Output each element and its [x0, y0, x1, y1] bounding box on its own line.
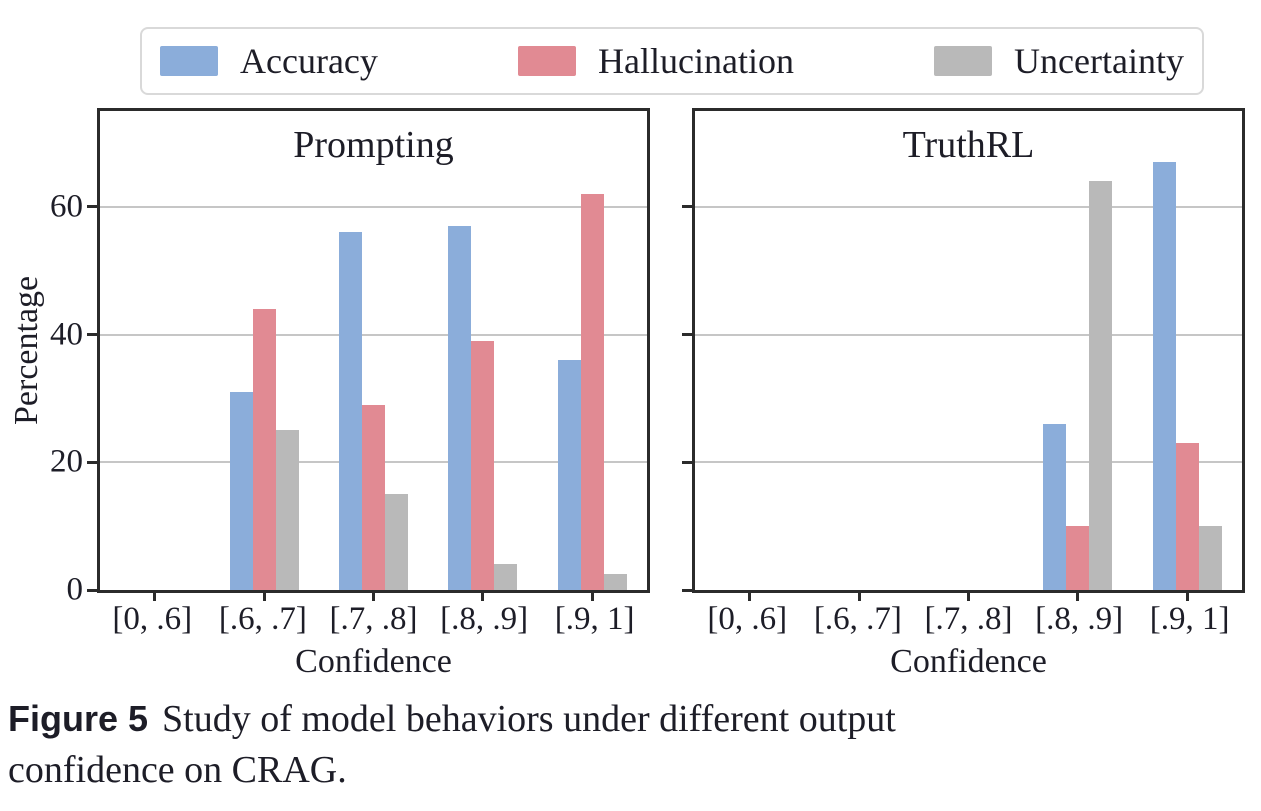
panel-truthrl: TruthRL [0, .6] [.6, .7] [.7, .8] [.8, .9][… [682, 108, 1245, 681]
x-tick-label-2: [.7, .8] [329, 601, 418, 637]
caption-text-line-1: Study of model behaviors under different… [162, 698, 896, 740]
legend-item-hallucination: Hallucination [518, 43, 794, 79]
x-axis-label: Confidence [890, 643, 1047, 681]
panel-prompting: Prompting 0 20 40 60 [0, .6] [.6, .7] [.7, .8… [50, 108, 650, 681]
bar-group-3 [428, 111, 537, 590]
x-tick-mark-3 [1076, 590, 1080, 601]
x-tick-label-0: [0, .6] [707, 601, 788, 637]
panel-title: TruthRL [902, 124, 1035, 166]
y-tick-label-20: 20 [50, 443, 83, 480]
x-tick-mark-1 [262, 590, 266, 601]
bar-accuracy [1152, 162, 1176, 590]
figure-caption: Figure 5 Study of model behaviors under d… [8, 694, 1258, 796]
caption-line-2: confidence on CRAG. [8, 748, 347, 791]
bar-groups [695, 111, 1242, 590]
x-tick-mark-4 [590, 590, 594, 601]
caption-line-1: Figure 5 Study of model behaviors under d… [8, 694, 1258, 745]
x-tick-row: [0, .6] [.6, .7] [.7, .8] [.8, .9] [.9, 1] [692, 601, 1245, 637]
gridline-40 [100, 333, 647, 336]
bar-accuracy [557, 360, 581, 590]
y-tick-label-0: 0 [66, 571, 84, 608]
x-tick-mark-4 [1185, 590, 1189, 601]
bar-hallucination [1066, 526, 1090, 590]
bar-hallucination [252, 309, 276, 590]
x-tick-mark-2 [372, 590, 375, 601]
legend-swatch-uncertainty [934, 46, 993, 76]
bar-group-1 [804, 111, 913, 590]
bar-accuracy [1043, 423, 1067, 590]
panel-title: Prompting [293, 124, 454, 166]
legend-item-accuracy: Accuracy [160, 43, 378, 79]
bar-group-0 [695, 111, 804, 590]
legend-swatch-accuracy [160, 46, 218, 76]
bar-group-4 [1133, 111, 1242, 590]
x-axis-label: Confidence [295, 643, 452, 681]
y-tick-mark-20 [87, 460, 100, 464]
bar-uncertainty [603, 574, 627, 590]
bar-group-1 [209, 111, 318, 590]
y-tick-label-40: 40 [50, 316, 83, 353]
y-tick-label-60: 60 [50, 188, 83, 225]
gridline-60 [100, 205, 647, 208]
bar-group-2 [914, 111, 1023, 590]
bar-group-3 [1023, 111, 1132, 590]
bar-hallucination [471, 340, 495, 590]
plot-area: TruthRL [682, 108, 1245, 601]
legend-label: Hallucination [598, 41, 794, 81]
y-tick-mark-20 [682, 460, 695, 464]
x-tick-mark-0 [748, 590, 752, 601]
x-tick-mark-3 [481, 590, 485, 601]
legend-label: Uncertainty [1014, 41, 1184, 81]
bar-groups [100, 111, 647, 590]
caption-figure-label: Figure 5 [8, 698, 149, 739]
x-tick-label-3: [.8, .9] [1035, 601, 1124, 637]
x-tick-row: [0, .6] [.6, .7] [.7, .8] [.8, .9] [.9, 1] [97, 601, 650, 637]
y-tick-mark-0 [682, 588, 695, 592]
gridline-40 [695, 333, 1242, 336]
bar-uncertainty [275, 430, 299, 590]
legend-label: Accuracy [240, 41, 378, 81]
plot-area: Prompting 0 20 40 60 [50, 108, 650, 606]
x-tick-label-3: [.8, .9] [440, 601, 529, 637]
x-tick-mark-2 [967, 590, 970, 601]
x-tick-label-1: [.6, .7] [813, 601, 902, 637]
legend: Accuracy Hallucination Uncertainty [140, 27, 1204, 95]
bar-hallucination [580, 194, 604, 590]
bar-uncertainty [1198, 526, 1222, 590]
y-tick-mark-60 [87, 205, 100, 209]
bar-uncertainty [494, 564, 518, 590]
x-tick-label-0: [0, .6] [112, 601, 193, 637]
x-tick-mark-1 [857, 590, 861, 601]
y-axis-label: Percentage [8, 275, 45, 426]
x-tick-label-1: [.6, .7] [218, 601, 307, 637]
legend-swatch-hallucination [518, 46, 576, 76]
x-tick-mark-0 [153, 590, 157, 601]
bar-accuracy [339, 232, 363, 590]
y-tick-mark-60 [682, 205, 695, 209]
x-tick-label-2: [.7, .8] [924, 601, 1013, 637]
bar-hallucination [362, 404, 386, 590]
bar-accuracy [229, 392, 253, 590]
gridline-60 [695, 205, 1242, 208]
x-tick-label-4: [.9, 1] [554, 601, 635, 637]
bar-uncertainty [385, 494, 409, 590]
y-tick-mark-40 [682, 333, 695, 337]
bar-group-0 [100, 111, 209, 590]
bar-accuracy [448, 225, 472, 590]
gridline-20 [695, 461, 1242, 464]
bar-uncertainty [1089, 181, 1113, 590]
bar-group-2 [319, 111, 428, 590]
y-tick-mark-0 [87, 588, 100, 592]
x-tick-label-4: [.9, 1] [1149, 601, 1230, 637]
y-tick-mark-40 [87, 333, 100, 337]
legend-item-uncertainty: Uncertainty [934, 43, 1184, 79]
bar-group-4 [538, 111, 647, 590]
bar-hallucination [1175, 443, 1199, 590]
